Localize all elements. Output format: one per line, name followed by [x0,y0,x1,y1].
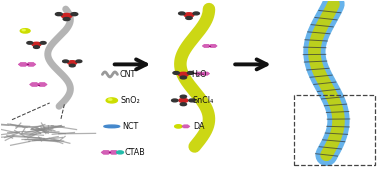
Polygon shape [209,44,217,47]
Circle shape [108,99,112,100]
Text: CNT: CNT [119,70,136,79]
Polygon shape [29,83,39,86]
Text: SnCl₄: SnCl₄ [193,96,214,105]
Circle shape [63,60,68,63]
Polygon shape [202,44,211,47]
Circle shape [180,95,186,98]
Circle shape [186,17,192,19]
Circle shape [193,12,199,15]
Circle shape [20,29,30,33]
Ellipse shape [104,125,120,128]
Polygon shape [101,151,111,154]
Circle shape [22,29,25,31]
Circle shape [117,151,124,154]
Polygon shape [201,72,210,75]
Circle shape [69,64,75,67]
Circle shape [27,42,33,44]
Circle shape [180,76,186,79]
Circle shape [189,99,195,102]
Circle shape [40,42,46,44]
Circle shape [34,46,39,48]
Polygon shape [26,63,36,66]
Circle shape [180,103,186,106]
Text: NCT: NCT [122,122,139,131]
Circle shape [61,13,72,18]
Polygon shape [109,151,119,154]
Circle shape [76,60,82,63]
Circle shape [173,71,179,74]
Text: CTAB: CTAB [125,148,146,157]
Text: H₂O: H₂O [192,70,207,79]
Circle shape [179,12,185,15]
Text: DA: DA [193,122,204,131]
Circle shape [179,98,188,102]
Circle shape [56,13,62,16]
Circle shape [106,98,118,103]
Polygon shape [182,125,190,128]
Polygon shape [195,72,203,75]
Text: SnO₂: SnO₂ [121,96,140,105]
Circle shape [184,13,194,17]
Circle shape [178,72,188,77]
Circle shape [172,99,178,102]
Circle shape [32,42,41,46]
Circle shape [175,125,182,128]
Circle shape [68,61,77,65]
Polygon shape [37,83,47,86]
Circle shape [187,71,194,74]
Circle shape [71,13,78,16]
Polygon shape [18,63,28,66]
Circle shape [63,18,70,21]
